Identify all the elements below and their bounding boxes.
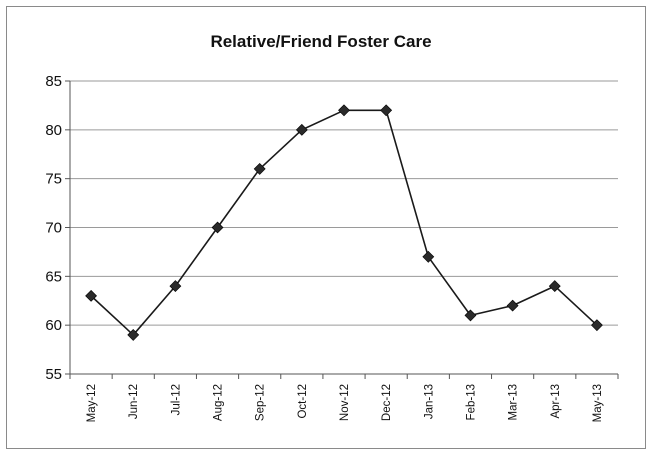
data-point xyxy=(253,162,266,175)
x-tick-label: Aug-12 xyxy=(213,384,225,421)
x-axis-ticks: May-12 Jun-12 Jul-12 Aug-12 Sep-12 Oct-12 Nov-… xyxy=(69,374,619,422)
chart-title: Relative/Friend Foster Care xyxy=(210,32,431,51)
data-point xyxy=(590,319,603,332)
y-tick-label: 85 xyxy=(45,73,62,90)
y-tick-label: 60 xyxy=(45,317,62,334)
data-point xyxy=(548,280,561,293)
x-tick-label: Jul-12 xyxy=(170,384,182,415)
data-point xyxy=(85,289,98,302)
x-tick-label: May-12 xyxy=(86,384,98,422)
y-tick-label: 70 xyxy=(45,220,62,237)
data-point xyxy=(506,299,519,312)
x-tick-label: May-13 xyxy=(592,384,604,422)
data-point xyxy=(169,280,182,293)
y-tick-label: 55 xyxy=(45,366,62,383)
series-line xyxy=(90,109,598,336)
x-tick-label: Jan-13 xyxy=(423,384,435,419)
gridlines xyxy=(70,80,618,326)
data-point xyxy=(464,309,477,322)
x-tick-label: Apr-13 xyxy=(550,384,562,419)
data-point xyxy=(338,104,350,117)
data-point xyxy=(211,221,224,234)
x-tick-label: Dec-12 xyxy=(381,384,393,421)
series xyxy=(85,104,603,341)
x-tick-label: Sep-12 xyxy=(255,384,267,421)
x-tick-label: Nov-12 xyxy=(339,384,351,421)
y-tick-label: 65 xyxy=(45,268,62,285)
x-tick-label: Oct-12 xyxy=(297,384,309,419)
data-point xyxy=(422,250,435,263)
x-tick-label: Feb-13 xyxy=(465,384,477,420)
data-point xyxy=(380,104,393,117)
x-tick-label: Jun-12 xyxy=(128,384,140,419)
data-point xyxy=(295,123,308,136)
y-tick-label: 75 xyxy=(45,171,62,188)
x-tick-label: Mar-13 xyxy=(508,384,520,420)
y-tick-label: 80 xyxy=(45,122,62,139)
data-point xyxy=(127,329,140,341)
y-axis-ticks: 55 60 65 70 75 80 85 xyxy=(45,73,70,383)
